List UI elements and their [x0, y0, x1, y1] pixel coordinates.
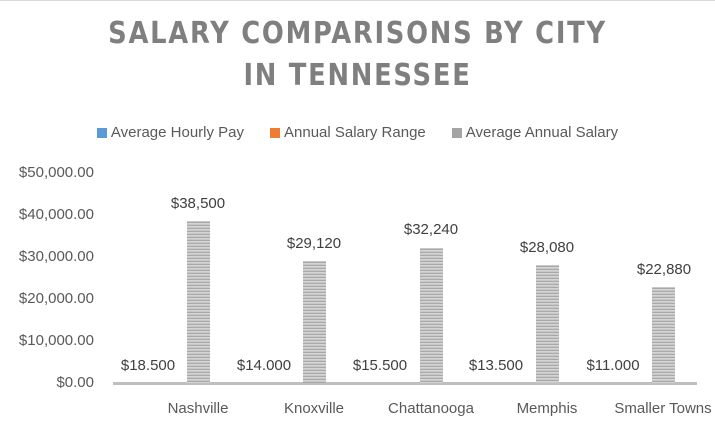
- data-label-annual: $38,500: [170, 195, 226, 212]
- y-tick-label: $10,000.00: [18, 332, 94, 349]
- data-label-annual: $28,080: [519, 239, 575, 256]
- bar-smaller-towns-annual[interactable]: [652, 287, 675, 383]
- legend-label: Annual Salary Range: [284, 124, 426, 141]
- x-tick-label: Nashville: [167, 400, 229, 417]
- chart-title-line-1: SALARY COMPARISONS BY CITY: [108, 16, 607, 51]
- legend-item-hourly-pay[interactable]: Average Hourly Pay: [96, 124, 244, 141]
- x-tick-label: Chattanooga: [388, 400, 474, 417]
- x-tick-label: Smaller Towns: [614, 400, 712, 417]
- y-tick-label: $50,000.00: [18, 164, 94, 181]
- bar-memphis-annual[interactable]: [536, 265, 559, 383]
- x-tick-label: Memphis: [516, 400, 578, 417]
- data-label-annual: $22,880: [636, 261, 692, 278]
- y-tick-label: $30,000.00: [18, 248, 94, 265]
- chart-title-line-2: IN TENNESSEE: [243, 58, 472, 93]
- bar-chattanooga-annual[interactable]: [420, 248, 443, 383]
- legend-swatch-gray-icon: [451, 127, 462, 138]
- data-label-hourly: $15.500: [352, 357, 408, 374]
- chart-border: [0, 0, 715, 1]
- chart-legend: Average Hourly Pay Annual Salary Range A…: [0, 124, 715, 141]
- y-tick-label: $40,000.00: [18, 206, 94, 223]
- x-tick-label: Knoxville: [283, 400, 345, 417]
- x-axis-line: [113, 382, 697, 385]
- y-tick-label: $20,000.00: [18, 290, 94, 307]
- legend-swatch-orange-icon: [270, 127, 280, 138]
- data-label-annual: $32,240: [403, 221, 459, 238]
- y-tick-label: $0.00: [56, 374, 94, 391]
- bar-knoxville-annual[interactable]: [303, 261, 326, 383]
- legend-item-annual-salary[interactable]: Average Annual Salary: [451, 124, 619, 141]
- data-label-hourly: $14.000: [236, 357, 292, 374]
- legend-label: Average Annual Salary: [465, 124, 619, 141]
- data-label-hourly: $11.000: [586, 357, 640, 374]
- legend-swatch-blue-icon: [96, 127, 107, 138]
- legend-label: Average Hourly Pay: [110, 124, 244, 141]
- data-label-hourly: $13.500: [468, 357, 524, 374]
- bar-nashville-annual[interactable]: [187, 221, 210, 383]
- data-label-hourly: $18.500: [120, 357, 176, 374]
- legend-item-salary-range[interactable]: Annual Salary Range: [270, 124, 426, 141]
- data-label-annual: $29,120: [286, 235, 342, 252]
